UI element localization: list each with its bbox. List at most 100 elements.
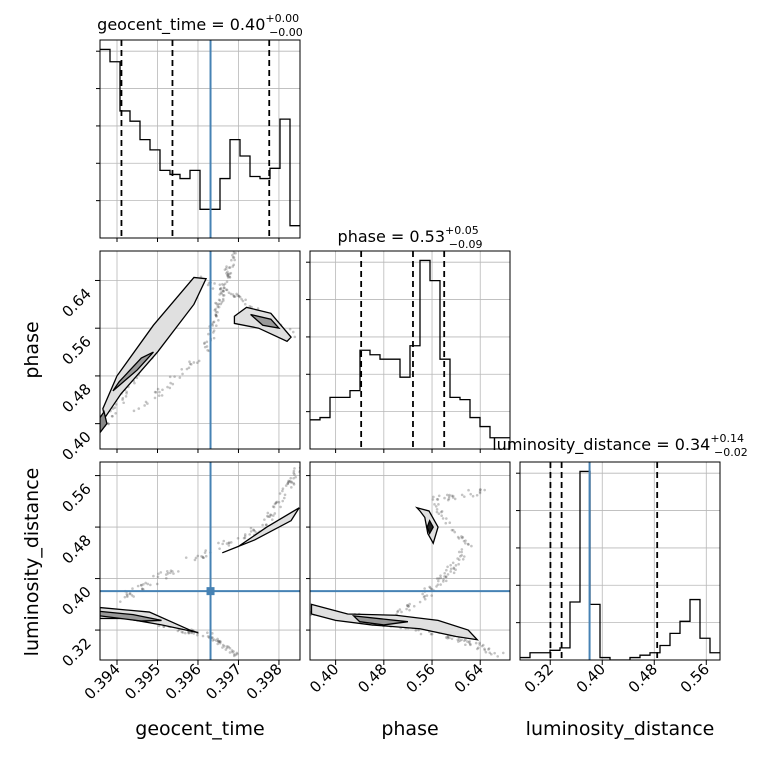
sample-point (450, 637, 454, 641)
sample-point (222, 284, 226, 287)
sample-point (457, 640, 460, 643)
sample-point (460, 536, 464, 540)
sample-point (157, 394, 161, 397)
sample-point (233, 258, 236, 262)
sample-point (160, 394, 164, 397)
sample-point (204, 549, 208, 552)
sample-point (434, 505, 438, 508)
sample-point (221, 646, 224, 649)
sample-point (235, 651, 239, 655)
contour-inner (112, 351, 154, 392)
sample-point (274, 501, 278, 504)
sample-point (214, 310, 218, 314)
sample-point (229, 541, 233, 544)
sample-point (153, 396, 157, 400)
sample-point (225, 274, 229, 277)
x-tick-label: 0.64 (451, 660, 487, 696)
sample-point (396, 609, 400, 613)
sample-point (488, 651, 492, 655)
x-tick-label: 0.32 (521, 660, 557, 696)
sample-point (236, 652, 239, 656)
sample-point (442, 580, 445, 583)
sample-point (281, 489, 284, 493)
sample-point (192, 361, 196, 364)
sample-point (228, 651, 232, 654)
sample-point (194, 556, 198, 560)
sample-point (125, 390, 128, 394)
sample-point (273, 502, 277, 506)
sample-point (442, 578, 445, 581)
sample-point (444, 521, 448, 525)
sample-point (231, 293, 235, 296)
sample-point (453, 530, 457, 534)
sample-point (229, 271, 233, 275)
sample-point (218, 547, 221, 550)
sample-point (223, 268, 227, 271)
sample-point (458, 639, 462, 642)
sample-point (227, 544, 231, 547)
sample-point (446, 573, 450, 576)
sample-point (181, 372, 184, 376)
sample-point (136, 584, 140, 588)
sample-point (229, 292, 233, 296)
sample-point (218, 283, 222, 286)
sample-point (225, 646, 229, 650)
x-tick-label: 0.40 (573, 660, 609, 696)
sample-point (225, 271, 228, 275)
sample-point (292, 471, 295, 475)
sample-point (429, 632, 433, 636)
sample-point (219, 302, 223, 306)
panel-border (309, 250, 511, 450)
panel-content (100, 251, 300, 449)
sample-point (241, 299, 245, 303)
sample-point (218, 641, 222, 645)
hist-phase (306, 250, 511, 453)
sample-point (414, 629, 418, 632)
sample-point (233, 652, 236, 656)
sample-point (282, 496, 286, 500)
sample-point (237, 295, 241, 298)
x-tick-label: 0.397 (202, 660, 245, 703)
sample-point (204, 554, 208, 558)
sample-point (171, 570, 174, 573)
panel-luminosity-distance-vs-phase: 0.40 0.48 0.56 0.64 (306, 461, 511, 696)
sample-point (249, 526, 253, 530)
y-tick-label: 0.40 (58, 428, 94, 464)
sample-point (169, 571, 172, 575)
panel-border (99, 39, 301, 239)
sample-point (227, 266, 231, 269)
sample-point (173, 375, 176, 378)
sample-point (435, 508, 439, 511)
sample-point (430, 594, 434, 597)
sample-point (211, 287, 215, 290)
sample-point (111, 407, 115, 410)
sample-point (222, 539, 226, 543)
sample-point (456, 535, 460, 539)
contour-edge (100, 410, 108, 434)
sample-point (294, 475, 297, 479)
sample-point (144, 581, 147, 585)
sample-point (284, 484, 288, 487)
sample-point (225, 265, 228, 268)
sample-point (446, 636, 449, 640)
sample-point (467, 488, 470, 492)
sample-point (201, 556, 205, 559)
hist-step (310, 259, 510, 439)
sample-point (221, 282, 224, 286)
sample-point (153, 390, 157, 394)
sample-point (478, 641, 481, 645)
sample-point (459, 554, 462, 558)
title-geocent-time: geocent_time = 0.40+0.00 −0.00 (97, 12, 303, 39)
sample-point (228, 266, 232, 269)
sample-point (222, 289, 225, 293)
sample-point (419, 632, 423, 636)
sample-point (166, 572, 170, 575)
sample-point (214, 314, 218, 317)
sample-point (214, 313, 218, 317)
sample-point (490, 652, 493, 656)
sample-point (227, 541, 231, 545)
sample-point (478, 488, 482, 491)
sample-point (130, 593, 134, 597)
sample-point (450, 494, 454, 498)
sample-point (222, 286, 226, 290)
